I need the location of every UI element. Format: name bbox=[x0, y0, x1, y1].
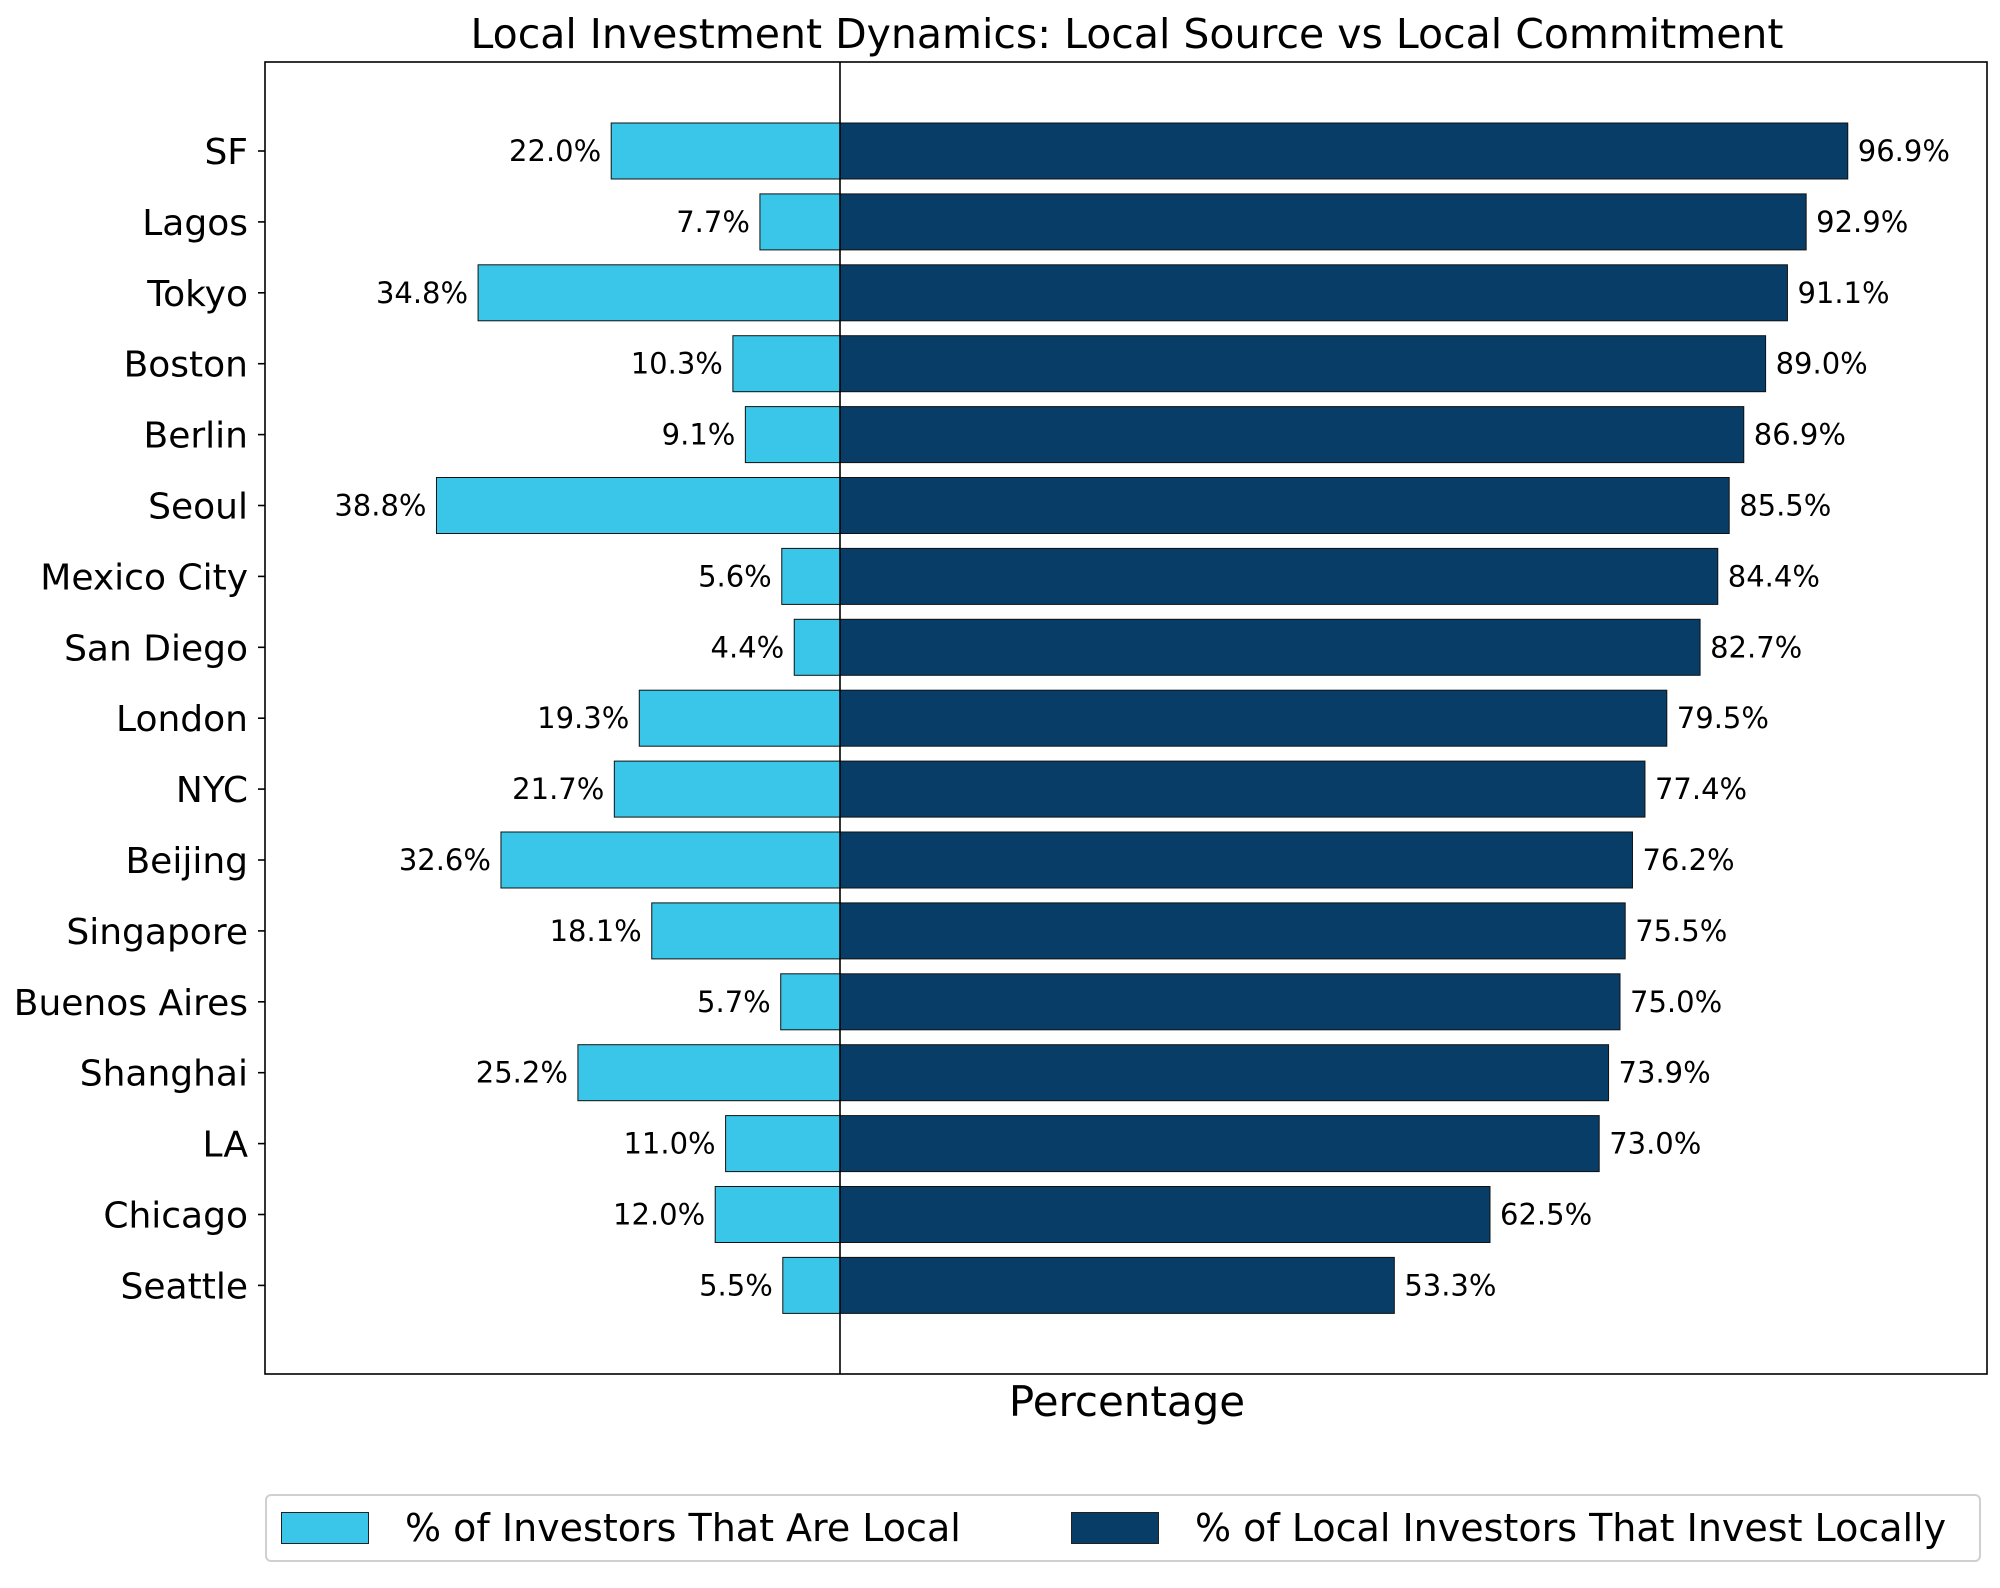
value-label-local: 5.7% bbox=[697, 985, 771, 1019]
bar-local bbox=[651, 902, 841, 960]
value-label-commit: 53.3% bbox=[1404, 1268, 1496, 1302]
bar-commit bbox=[839, 1186, 1491, 1243]
bar-local bbox=[732, 335, 841, 393]
plot-frame bbox=[264, 61, 1988, 1375]
y-tick-label: Seattle bbox=[121, 1266, 248, 1307]
value-label-local: 10.3% bbox=[631, 347, 723, 381]
bar-commit bbox=[839, 831, 1633, 889]
value-label-commit: 85.5% bbox=[1739, 489, 1831, 523]
value-label-local: 21.7% bbox=[512, 772, 604, 806]
legend-item-local: % of Investors That Are Local bbox=[281, 1496, 961, 1560]
bar-local bbox=[781, 547, 841, 605]
chart-title: Local Investment Dynamics: Local Source … bbox=[471, 10, 1784, 58]
value-label-commit: 73.0% bbox=[1609, 1127, 1701, 1161]
value-label-commit: 76.2% bbox=[1642, 843, 1734, 877]
value-label-local: 5.5% bbox=[699, 1268, 773, 1302]
bar-local bbox=[780, 973, 841, 1031]
bar-commit bbox=[839, 1044, 1610, 1102]
bar-local bbox=[759, 193, 841, 251]
bar-local bbox=[725, 1115, 841, 1173]
value-label-local: 19.3% bbox=[537, 701, 629, 735]
value-label-commit: 62.5% bbox=[1500, 1198, 1592, 1232]
value-label-commit: 91.1% bbox=[1797, 276, 1889, 310]
bar-commit bbox=[839, 335, 1767, 393]
bar-commit bbox=[839, 477, 1730, 534]
bar-local bbox=[477, 264, 841, 322]
bar-commit bbox=[839, 973, 1621, 1031]
value-label-local: 5.6% bbox=[698, 559, 772, 593]
y-tick-label: SF bbox=[204, 132, 248, 173]
bar-local bbox=[793, 618, 841, 676]
value-label-commit: 75.5% bbox=[1635, 914, 1727, 948]
value-label-commit: 89.0% bbox=[1776, 347, 1868, 381]
bar-commit bbox=[839, 547, 1719, 605]
value-label-local: 32.6% bbox=[399, 843, 491, 877]
value-label-commit: 84.4% bbox=[1728, 559, 1820, 593]
legend-item-commit: % of Local Investors That Invest Locally bbox=[1071, 1496, 1946, 1560]
bar-local bbox=[782, 1256, 841, 1314]
value-label-commit: 92.9% bbox=[1816, 205, 1908, 239]
y-tick-label: San Diego bbox=[64, 628, 248, 669]
y-tick-label: Lagos bbox=[142, 203, 248, 244]
bar-commit bbox=[839, 122, 1849, 180]
bar-local bbox=[613, 760, 841, 818]
value-label-local: 9.1% bbox=[662, 418, 736, 452]
value-label-commit: 73.9% bbox=[1619, 1056, 1711, 1090]
bars-group bbox=[435, 122, 1849, 1314]
bar-commit bbox=[839, 618, 1701, 676]
bar-commit bbox=[839, 264, 1788, 322]
legend-swatch-commit bbox=[1071, 1512, 1159, 1544]
value-label-local: 7.7% bbox=[676, 205, 750, 239]
value-label-commit: 75.0% bbox=[1630, 985, 1722, 1019]
value-label-commit: 79.5% bbox=[1677, 701, 1769, 735]
y-tick-label: Tokyo bbox=[146, 274, 248, 315]
value-label-local: 11.0% bbox=[623, 1127, 715, 1161]
y-tick-label: LA bbox=[202, 1125, 248, 1166]
y-tick-labels: SF Lagos Tokyo Boston Berlin Seoul Mexico City… bbox=[14, 132, 265, 1307]
bar-commit bbox=[839, 193, 1807, 251]
bar-local bbox=[744, 406, 841, 464]
bar-local bbox=[638, 689, 841, 747]
y-tick-label: Shanghai bbox=[80, 1054, 248, 1095]
value-label-local: 18.1% bbox=[550, 914, 642, 948]
bar-commit bbox=[839, 1115, 1600, 1173]
x-axis-label: Percentage bbox=[1009, 1377, 1245, 1426]
y-tick-label: Chicago bbox=[103, 1196, 248, 1237]
bar-commit bbox=[839, 760, 1646, 818]
value-label-local: 4.4% bbox=[711, 630, 785, 664]
bar-commit bbox=[839, 1256, 1395, 1314]
value-label-local: 22.0% bbox=[509, 134, 601, 168]
bar-commit bbox=[839, 406, 1745, 464]
value-label-local: 38.8% bbox=[334, 489, 426, 523]
legend-label-local: % of Investors That Are Local bbox=[405, 1506, 961, 1550]
bar-local bbox=[435, 477, 841, 534]
legend-swatch-local bbox=[281, 1512, 369, 1544]
value-label-commit: 96.9% bbox=[1858, 134, 1950, 168]
y-tick-label: Berlin bbox=[144, 416, 248, 457]
bar-commit bbox=[839, 689, 1668, 747]
y-tick-label: Beijing bbox=[125, 841, 248, 882]
y-tick-label: Buenos Aires bbox=[14, 983, 248, 1024]
y-tick-label: NYC bbox=[176, 770, 248, 811]
bar-local bbox=[577, 1044, 841, 1102]
y-tick-label: Boston bbox=[124, 345, 248, 386]
value-label-local: 34.8% bbox=[376, 276, 468, 310]
value-label-commit: 77.4% bbox=[1655, 772, 1747, 806]
bar-commit bbox=[839, 902, 1626, 960]
value-label-local: 12.0% bbox=[613, 1198, 705, 1232]
legend-label-commit: % of Local Investors That Invest Locally bbox=[1195, 1506, 1947, 1550]
y-tick-label: Singapore bbox=[66, 912, 248, 953]
value-label-commit: 82.7% bbox=[1710, 630, 1802, 664]
y-tick-label: London bbox=[116, 699, 248, 740]
y-tick-label: Mexico City bbox=[40, 557, 248, 598]
bar-local bbox=[610, 122, 841, 180]
bar-local bbox=[714, 1186, 841, 1243]
value-label-commit: 86.9% bbox=[1754, 418, 1846, 452]
bar-local bbox=[500, 831, 841, 889]
legend: % of Investors That Are Local % of Local… bbox=[265, 1494, 1981, 1562]
value-labels: 22.0% 96.9% 7.7% 92.9% 34.8% 91.1% 10.3% 89.0% 9… bbox=[334, 134, 1950, 1302]
y-tick-label: Seoul bbox=[148, 487, 248, 528]
value-label-local: 25.2% bbox=[476, 1056, 568, 1090]
